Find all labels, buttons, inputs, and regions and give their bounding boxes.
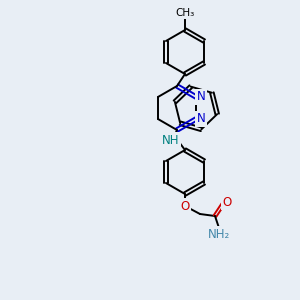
Text: NH: NH <box>162 134 180 146</box>
Text: NH₂: NH₂ <box>208 227 230 241</box>
Text: O: O <box>222 196 232 208</box>
Text: CH₃: CH₃ <box>176 8 195 18</box>
Text: O: O <box>180 200 190 212</box>
Text: N: N <box>197 112 206 125</box>
Text: N: N <box>197 91 206 103</box>
